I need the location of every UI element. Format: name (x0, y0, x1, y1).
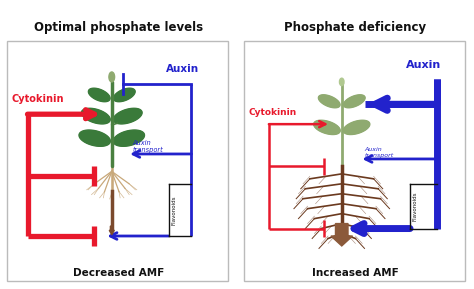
Polygon shape (89, 88, 110, 102)
Polygon shape (314, 120, 340, 134)
Text: Flavonoids: Flavonoids (413, 191, 418, 221)
Polygon shape (343, 120, 370, 134)
Text: Cytokinin: Cytokinin (248, 108, 297, 117)
FancyArrow shape (109, 226, 114, 235)
FancyBboxPatch shape (7, 41, 228, 281)
Title: Optimal phosphate levels: Optimal phosphate levels (34, 21, 203, 34)
Text: Increased AMF: Increased AMF (312, 268, 399, 278)
Text: Auxin: Auxin (405, 60, 441, 70)
Polygon shape (113, 130, 145, 146)
Title: Phosphate deficiency: Phosphate deficiency (284, 21, 427, 34)
Ellipse shape (339, 78, 344, 86)
Text: Decreased AMF: Decreased AMF (73, 268, 164, 278)
Text: Auxin
transport: Auxin transport (365, 147, 394, 158)
Ellipse shape (109, 72, 115, 82)
Text: Auxin: Auxin (166, 64, 200, 75)
Text: Flavonoids: Flavonoids (172, 195, 176, 225)
Polygon shape (113, 88, 135, 102)
Polygon shape (319, 95, 340, 108)
Polygon shape (113, 108, 142, 124)
Polygon shape (82, 108, 110, 124)
FancyArrow shape (331, 224, 353, 246)
Polygon shape (344, 95, 365, 108)
FancyBboxPatch shape (244, 41, 465, 281)
Text: Auxin
transport: Auxin transport (132, 140, 163, 153)
Polygon shape (79, 130, 110, 146)
Text: Cytokinin: Cytokinin (11, 94, 64, 104)
